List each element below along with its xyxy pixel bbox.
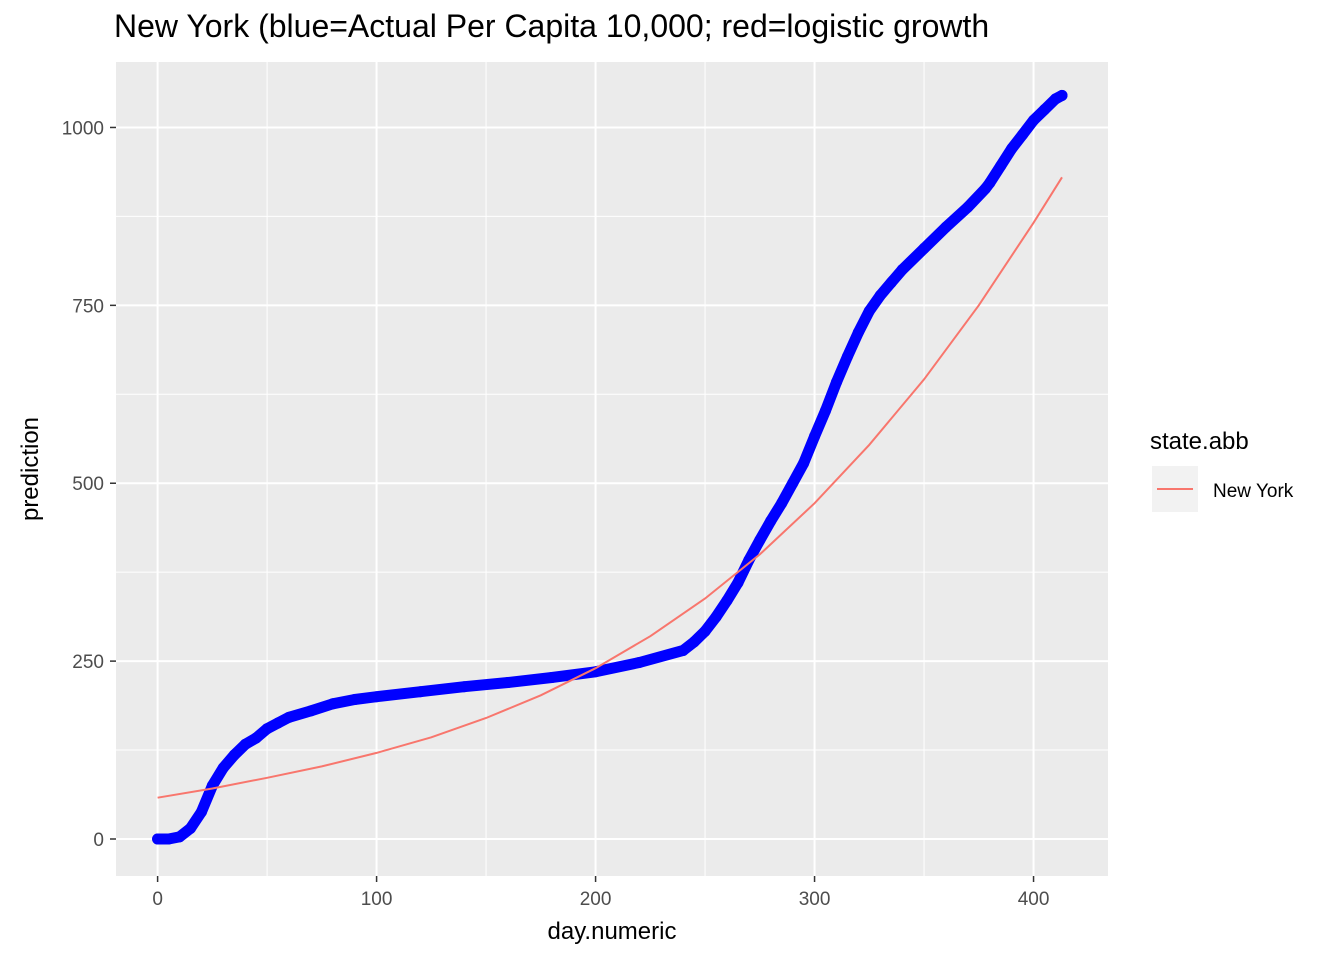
actual-point bbox=[995, 160, 1007, 172]
actual-point bbox=[852, 326, 864, 338]
actual-point bbox=[349, 694, 361, 706]
actual-point bbox=[798, 457, 810, 469]
actual-point bbox=[195, 806, 207, 818]
y-tick-label: 250 bbox=[72, 652, 104, 673]
y-tick-label: 750 bbox=[72, 296, 104, 317]
actual-point bbox=[820, 405, 832, 417]
y-tick-label: 1000 bbox=[62, 118, 104, 139]
actual-point bbox=[830, 376, 842, 388]
actual-point bbox=[885, 277, 897, 289]
legend-label-new-york: New York bbox=[1213, 481, 1294, 502]
actual-point bbox=[1017, 129, 1029, 141]
x-tick-label: 200 bbox=[580, 889, 612, 910]
major-grid bbox=[116, 62, 1108, 876]
actual-point bbox=[414, 686, 426, 698]
actual-point bbox=[699, 625, 711, 637]
y-axis-title: prediction bbox=[17, 417, 44, 521]
actual-point bbox=[152, 833, 164, 845]
actual-point bbox=[1056, 89, 1068, 101]
x-axis: 0 100 200 300 400 bbox=[152, 876, 1049, 910]
actual-point bbox=[272, 717, 284, 729]
actual-point bbox=[163, 833, 175, 845]
x-tick-label: 400 bbox=[1018, 889, 1050, 910]
actual-point bbox=[502, 676, 514, 688]
y-axis: 0 250 500 750 1000 bbox=[62, 118, 116, 851]
actual-point bbox=[305, 705, 317, 717]
actual-point bbox=[1038, 104, 1050, 116]
x-tick-label: 0 bbox=[152, 889, 163, 910]
plot-area bbox=[152, 89, 1068, 845]
actual-point bbox=[250, 732, 262, 744]
actual-point bbox=[710, 611, 722, 623]
actual-series-points bbox=[152, 89, 1068, 845]
actual-point bbox=[896, 264, 908, 276]
chart-title: New York (blue=Actual Per Capita 10,000;… bbox=[114, 8, 990, 44]
legend: state.abb New York bbox=[1150, 428, 1294, 512]
actual-point bbox=[633, 657, 645, 669]
actual-point bbox=[732, 577, 744, 589]
actual-point bbox=[962, 201, 974, 213]
minor-grid bbox=[116, 62, 1108, 876]
actual-point bbox=[283, 711, 295, 723]
actual-point bbox=[743, 554, 755, 566]
actual-point bbox=[984, 177, 996, 189]
actual-point bbox=[721, 595, 733, 607]
actual-point bbox=[787, 477, 799, 489]
x-tick-label: 100 bbox=[361, 889, 393, 910]
actual-point bbox=[874, 289, 886, 301]
actual-point bbox=[458, 681, 470, 693]
actual-point bbox=[1006, 143, 1018, 155]
x-axis-title: day.numeric bbox=[548, 918, 677, 945]
actual-point bbox=[327, 698, 339, 710]
legend-title: state.abb bbox=[1150, 428, 1249, 455]
actual-point bbox=[809, 430, 821, 442]
actual-point bbox=[765, 515, 777, 527]
actual-point bbox=[863, 305, 875, 317]
actual-point bbox=[184, 822, 196, 834]
actual-point bbox=[841, 351, 853, 363]
actual-point bbox=[776, 497, 788, 509]
actual-point bbox=[174, 831, 186, 843]
actual-point bbox=[754, 534, 766, 546]
actual-point bbox=[940, 221, 952, 233]
actual-point bbox=[688, 636, 700, 648]
y-tick-label: 0 bbox=[93, 830, 104, 851]
actual-point bbox=[239, 738, 251, 750]
logistic-series-line bbox=[157, 176, 1063, 799]
actual-point bbox=[918, 242, 930, 254]
y-tick-label: 500 bbox=[72, 474, 104, 495]
actual-point bbox=[261, 723, 273, 735]
actual-point bbox=[371, 691, 383, 703]
actual-point bbox=[677, 644, 689, 656]
actual-point bbox=[1028, 114, 1040, 126]
x-tick-label: 300 bbox=[799, 889, 831, 910]
actual-point bbox=[546, 671, 558, 683]
actual-point bbox=[217, 762, 229, 774]
plot-panel bbox=[116, 62, 1108, 876]
actual-point bbox=[228, 749, 240, 761]
